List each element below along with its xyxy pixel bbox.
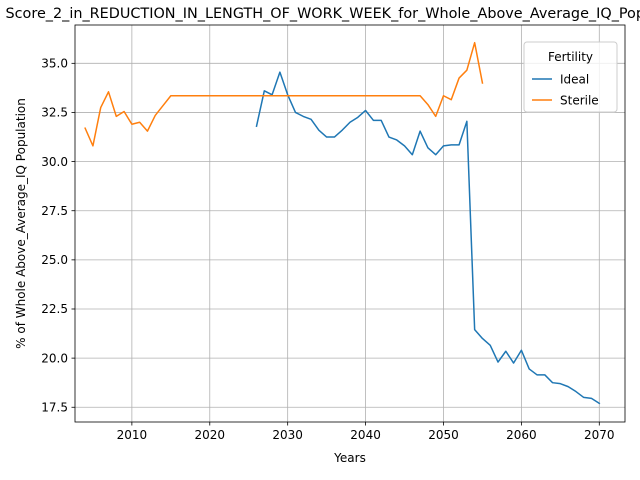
series-line-sterile: [84, 41, 484, 147]
y-tick-label: 25.0: [41, 253, 68, 267]
legend-box: [523, 41, 618, 113]
x-tick-label: 2060: [506, 428, 537, 442]
y-tick-label: 35.0: [41, 57, 68, 71]
plot-frame: [74, 24, 626, 423]
x-tick-label: 2030: [272, 428, 303, 442]
x-tick-label: 2070: [584, 428, 615, 442]
x-tick-label: 2040: [350, 428, 381, 442]
y-tick-label: 32.5: [41, 106, 68, 120]
series-line-ideal: [255, 71, 601, 405]
x-tick-label: 2010: [117, 428, 148, 442]
grid-lines: [75, 25, 625, 422]
y-axis-label: % of Whole Above_Average_IQ Population: [14, 98, 28, 349]
y-tick-label: 22.5: [41, 302, 68, 316]
y-axis-ticks: 17.5 20.0 22.5 25.0 27.5 30.0 32.5 35.0: [41, 57, 75, 414]
chart-title: Score_2_in_REDUCTION_IN_LENGTH_OF_WORK_W…: [6, 6, 640, 22]
y-tick-label: 20.0: [41, 351, 68, 365]
legend: Fertility Ideal Sterile: [523, 41, 618, 113]
y-tick-label: 30.0: [41, 155, 68, 169]
legend-label-ideal: Ideal: [560, 73, 589, 87]
x-axis-label: Years: [333, 451, 366, 465]
y-tick-label: 27.5: [41, 204, 68, 218]
legend-label-sterile: Sterile: [560, 94, 599, 108]
y-tick-label: 17.5: [41, 400, 68, 414]
legend-title: Fertility: [548, 50, 593, 64]
x-tick-label: 2050: [428, 428, 459, 442]
series-lines: [84, 41, 601, 405]
x-axis-ticks: 2010 2020 2030 2040 2050 2060 2070: [117, 422, 615, 442]
x-tick-label: 2020: [194, 428, 225, 442]
